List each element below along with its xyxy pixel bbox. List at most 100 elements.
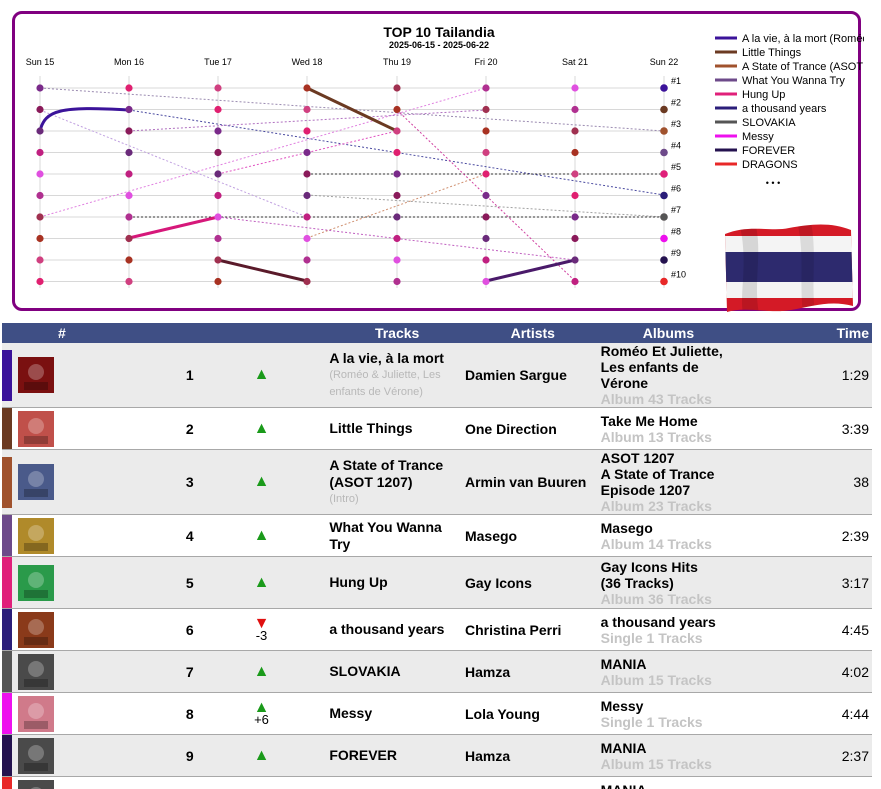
track-duration: 2:39 [841, 527, 869, 544]
album-title[interactable]: MANIA [600, 739, 647, 756]
album-cover-image[interactable] [18, 357, 54, 393]
album-title[interactable]: Masego [600, 519, 653, 536]
album-cover-image[interactable] [18, 779, 54, 789]
table-row[interactable]: 4 ▲ What You Wanna Try Masego Masego Album 14… [2, 514, 872, 557]
artist-name[interactable]: Gay Icons [464, 574, 532, 591]
artist-name[interactable]: Hamza [465, 777, 601, 789]
chart-point [214, 213, 222, 221]
table-row[interactable]: 2 ▲ Little Things One Direction Take Me Home… [2, 407, 872, 450]
chart-point [125, 234, 133, 243]
rank-number: 7 [185, 663, 194, 680]
series-line [217, 258, 308, 283]
track-title[interactable]: Little Things [329, 420, 413, 436]
rank-number: 2 [185, 420, 194, 437]
album-cover-image[interactable] [18, 737, 54, 774]
artist-name[interactable]: Hamza [464, 747, 511, 764]
cover-cell [12, 450, 58, 515]
artist-name[interactable]: One Direction [464, 420, 557, 437]
album-title[interactable]: Take Me Home [600, 412, 698, 429]
album-cover-image[interactable] [18, 410, 54, 447]
row-color-bar [2, 777, 12, 789]
artist-name[interactable]: Hamza [464, 663, 511, 680]
artist-name[interactable]: Lola Young [464, 705, 540, 722]
album-info: Album 15 Tracks [600, 671, 712, 688]
row-color-bar [2, 609, 12, 651]
chart-point [482, 170, 490, 178]
chart-point [303, 148, 311, 157]
album-title[interactable]: ASOT 1207 A State of Trance Episode 1207 [600, 450, 715, 498]
chart-connector [396, 109, 576, 282]
table-row[interactable]: 6 ▼ -3 a thousand years Christina Perri a tho… [2, 608, 872, 651]
chart-point [660, 170, 668, 178]
album-title[interactable]: Messy [600, 697, 644, 714]
album-title[interactable]: MANIA [601, 782, 737, 789]
track-cell: Little Things [329, 408, 465, 450]
album-cover-image[interactable] [18, 695, 54, 732]
track-title[interactable]: Messy [329, 705, 373, 721]
time-column-header[interactable]: Time [836, 325, 869, 341]
track-title[interactable]: FOREVER [329, 747, 397, 763]
row-color-bar [2, 343, 12, 408]
album-info: Single 1 Tracks [600, 629, 703, 646]
series-line [38, 107, 130, 132]
chart-point [125, 191, 133, 200]
artist-name[interactable]: Masego [464, 527, 518, 544]
arrow-up-icon: ▲ [253, 746, 270, 764]
album-cover-image[interactable] [18, 517, 54, 554]
track-duration: 3:17 [841, 574, 869, 591]
album-cover-image[interactable] [18, 611, 54, 648]
chart-point [36, 127, 44, 135]
chart-point [571, 127, 579, 135]
artists-column-header[interactable]: Artists [510, 325, 555, 341]
album-title[interactable]: a thousand years [600, 613, 716, 630]
chart-point [36, 234, 44, 243]
track-cell: A la vie, à la mort (Roméo & Juliette, Le… [329, 343, 465, 408]
artist-name[interactable]: Armin van Buuren [464, 474, 587, 490]
track-duration: 4:45 [841, 621, 869, 638]
table-row[interactable]: 7 ▲ SLOVAKIA Hamza MANIA Album 15 Tracks 4:02 [2, 650, 872, 693]
albums-column-header[interactable]: Albums [642, 325, 695, 341]
album-title[interactable]: Roméo Et Juliette, Les enfants de Vérone [600, 343, 723, 391]
tracks-column-header[interactable]: Tracks [374, 325, 420, 341]
row-color-bar [2, 651, 12, 693]
chart-point [125, 256, 133, 264]
track-title[interactable]: What You Wanna Try [329, 518, 442, 552]
table-row[interactable]: 1 ▲ A la vie, à la mort (Roméo & Juliette, … [2, 343, 872, 408]
rank-change: ▲ [194, 450, 330, 515]
track-title[interactable]: A State of Trance (ASOT 1207) [329, 456, 444, 490]
table-row[interactable]: 8 ▲ +6 Messy Lola Young Messy Single 1 Tracks 4… [2, 692, 872, 735]
chart-point [125, 277, 133, 286]
chart-point [571, 84, 579, 92]
table-row[interactable]: 9 ▲ FOREVER Hamza MANIA Album 15 Tracks 2:37 [2, 734, 872, 777]
chart-point [571, 213, 579, 221]
track-title[interactable]: Hung Up [329, 574, 388, 590]
album-title[interactable]: MANIA [600, 655, 647, 672]
album-cover-image[interactable] [18, 564, 54, 601]
track-cell: Hung Up [329, 557, 465, 609]
rank-number: 8 [185, 705, 194, 722]
table-row[interactable]: 3 ▲ A State of Trance (ASOT 1207) (Intro) Ar… [2, 449, 872, 515]
track-title[interactable]: A la vie, à la mort [329, 349, 444, 366]
chart-point [393, 213, 401, 221]
chart-point [393, 84, 401, 92]
tracks-table: # Tracks Artists Albums Time 1 ▲ A la vie,… [2, 323, 872, 789]
album-title[interactable]: Gay Icons Hits (36 Tracks) [600, 558, 698, 591]
row-color-bar [2, 450, 12, 515]
album-cell: ASOT 1207 A State of Trance Episode 1207… [601, 450, 737, 515]
album-cover-image[interactable] [18, 653, 54, 690]
artist-name[interactable]: Christina Perri [464, 621, 562, 638]
track-title[interactable]: a thousand years [329, 621, 445, 637]
chart-point [303, 256, 311, 264]
artist-name[interactable]: Damien Sargue [464, 367, 567, 383]
rank-number: 1 [185, 367, 194, 383]
chart-point [393, 148, 401, 157]
track-cell: A State of Trance (ASOT 1207) (Intro) [329, 450, 465, 515]
track-title[interactable]: SLOVAKIA [329, 663, 401, 679]
track-subtitle: (Intro) [329, 492, 359, 505]
table-row[interactable]: 5 ▲ Hung Up Gay Icons Gay Icons Hits (36 Tra… [2, 556, 872, 609]
album-cover-image[interactable] [18, 464, 54, 500]
track-cell: Messy [329, 693, 465, 735]
chart-point [303, 84, 311, 92]
